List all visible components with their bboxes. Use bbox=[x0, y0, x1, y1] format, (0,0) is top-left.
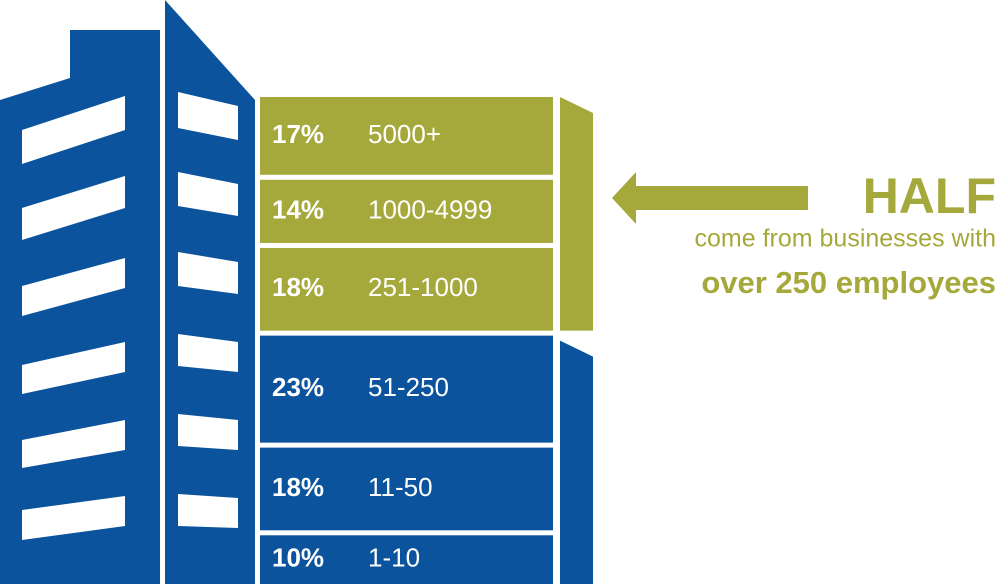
category-label: 11-50 bbox=[368, 472, 433, 502]
window bbox=[178, 92, 238, 140]
bracket bbox=[560, 97, 593, 331]
window bbox=[22, 342, 125, 394]
category-label: 1000-4999 bbox=[368, 194, 492, 224]
value-label: 14% bbox=[272, 194, 324, 224]
window bbox=[22, 496, 125, 540]
segment bbox=[260, 535, 553, 584]
window bbox=[22, 176, 125, 240]
arrow bbox=[612, 172, 808, 224]
category-label: 5000+ bbox=[368, 119, 441, 149]
window bbox=[22, 258, 125, 316]
segment bbox=[260, 97, 553, 175]
value-label: 17% bbox=[272, 119, 324, 149]
category-label: 1-10 bbox=[368, 543, 420, 573]
window bbox=[22, 96, 125, 164]
window bbox=[178, 172, 238, 216]
window bbox=[178, 414, 238, 450]
window bbox=[178, 334, 238, 372]
window bbox=[178, 494, 238, 528]
value-label: 18% bbox=[272, 472, 324, 502]
category-label: 251-1000 bbox=[368, 272, 478, 302]
windows bbox=[22, 92, 238, 540]
annotation-title: HALF bbox=[863, 168, 996, 224]
segments: 17% 5000+ 14% 1000-4999 18% 251-1000 23% 51-250… bbox=[260, 97, 593, 584]
window bbox=[178, 252, 238, 294]
value-label: 10% bbox=[272, 543, 324, 573]
window bbox=[22, 420, 125, 468]
category-label: 51-250 bbox=[368, 372, 449, 402]
value-label: 18% bbox=[272, 272, 324, 302]
segment bbox=[260, 335, 553, 443]
annotation-line: over 250 employees bbox=[701, 265, 996, 300]
value-label: 23% bbox=[272, 372, 324, 402]
segment bbox=[260, 179, 553, 243]
segment bbox=[260, 447, 553, 531]
segment bbox=[260, 247, 553, 331]
annotation-line: come from businesses with bbox=[694, 225, 996, 253]
bracket bbox=[560, 340, 593, 584]
